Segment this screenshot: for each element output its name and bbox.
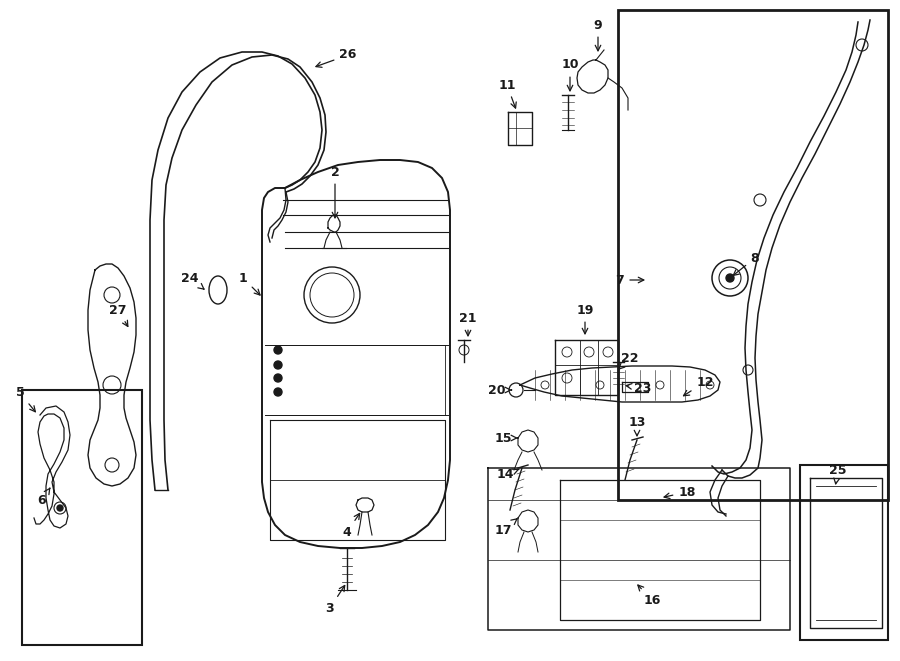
Text: 17: 17 xyxy=(494,519,518,537)
Text: 27: 27 xyxy=(109,303,128,327)
Circle shape xyxy=(274,346,282,354)
Text: 5: 5 xyxy=(15,387,35,412)
Text: 18: 18 xyxy=(664,485,696,498)
Text: 4: 4 xyxy=(343,514,360,539)
Text: 16: 16 xyxy=(638,585,661,607)
Circle shape xyxy=(274,374,282,382)
Text: 1: 1 xyxy=(238,272,260,295)
Circle shape xyxy=(274,361,282,369)
Circle shape xyxy=(274,388,282,396)
Text: 6: 6 xyxy=(38,488,50,506)
Bar xyxy=(800,465,888,640)
Circle shape xyxy=(726,274,734,282)
Text: 9: 9 xyxy=(594,19,602,51)
Text: 24: 24 xyxy=(181,272,204,290)
Text: 3: 3 xyxy=(326,586,345,615)
Text: 20: 20 xyxy=(488,383,511,397)
Bar xyxy=(22,390,142,645)
Text: 22: 22 xyxy=(618,352,639,369)
Text: 11: 11 xyxy=(499,79,517,108)
Text: 14: 14 xyxy=(496,469,519,481)
Text: 26: 26 xyxy=(316,48,356,67)
Text: 13: 13 xyxy=(628,416,645,436)
Circle shape xyxy=(57,505,63,511)
Text: 19: 19 xyxy=(576,303,594,334)
Text: 7: 7 xyxy=(616,274,644,286)
Text: 15: 15 xyxy=(494,432,518,444)
Text: 23: 23 xyxy=(626,381,652,395)
Text: 10: 10 xyxy=(562,59,579,91)
Bar xyxy=(618,10,888,500)
Text: 2: 2 xyxy=(330,165,339,218)
Text: 25: 25 xyxy=(829,463,847,484)
Text: 12: 12 xyxy=(683,375,714,396)
Text: 8: 8 xyxy=(734,251,760,276)
Text: 21: 21 xyxy=(459,311,477,336)
